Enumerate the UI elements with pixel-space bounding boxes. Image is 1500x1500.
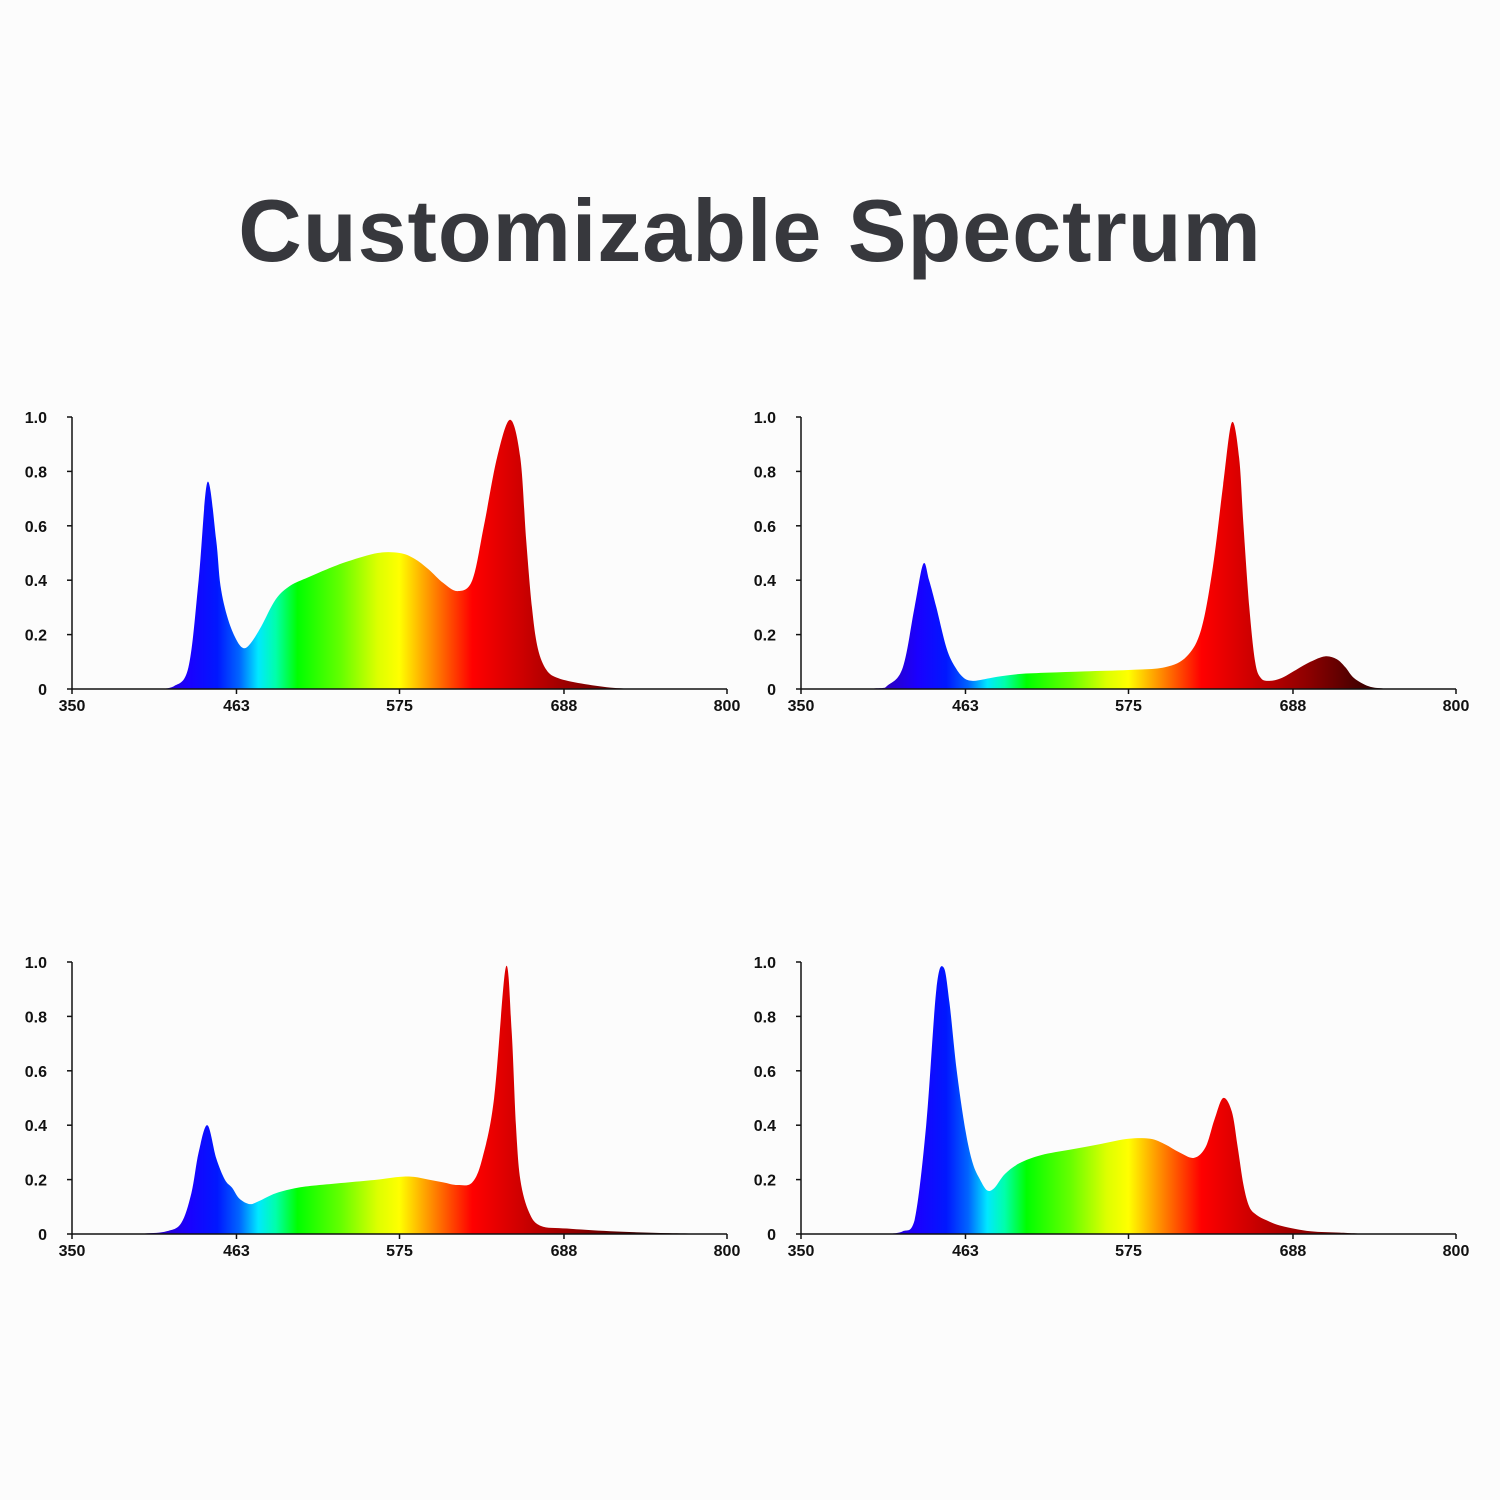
x-tick-label: 800 bbox=[1443, 1243, 1470, 1260]
spectrum-area bbox=[118, 965, 727, 1234]
y-tick-label: 0.2 bbox=[754, 1173, 776, 1190]
y-tick-label: 0 bbox=[38, 1227, 47, 1244]
y-tick-label: 0.6 bbox=[754, 519, 776, 536]
y-tick-label: 1.0 bbox=[754, 410, 776, 427]
y-tick-label: 0.2 bbox=[25, 628, 47, 645]
x-tick-label: 575 bbox=[386, 698, 413, 715]
spectrum-plot-svg: 0 0.2 0.4 0.6 0.8 1.0 350 463 575 688 800 bbox=[25, 410, 741, 715]
y-tick-label: 0.8 bbox=[25, 464, 47, 481]
x-tick-label: 688 bbox=[1280, 1243, 1307, 1260]
x-tick-label: 463 bbox=[952, 698, 979, 715]
y-tick-label: 0.4 bbox=[25, 1118, 47, 1135]
y-tick-label: 0.2 bbox=[754, 628, 776, 645]
x-tick-label: 350 bbox=[59, 698, 86, 715]
x-tick-label: 800 bbox=[714, 1243, 741, 1260]
y-tick-label: 0.6 bbox=[754, 1064, 776, 1081]
y-tick-label: 1.0 bbox=[25, 955, 47, 972]
y-tick-label: 0 bbox=[38, 682, 47, 699]
x-tick-label: 463 bbox=[952, 1243, 979, 1260]
y-tick-label: 0 bbox=[767, 1227, 776, 1244]
x-tick-label: 575 bbox=[386, 1243, 413, 1260]
spectrum-chart-top-right: 0 0.2 0.4 0.6 0.8 1.0 350 463 575 688 800 bbox=[754, 400, 1484, 720]
spectrum-chart-bottom-right: 0 0.2 0.4 0.6 0.8 1.0 350 463 575 688 800 bbox=[754, 945, 1484, 1265]
x-tick-label: 350 bbox=[788, 698, 815, 715]
x-tick-label: 350 bbox=[788, 1243, 815, 1260]
x-tick-label: 463 bbox=[223, 1243, 250, 1260]
y-tick-label: 0.8 bbox=[754, 464, 776, 481]
spectrum-plot-svg: 0 0.2 0.4 0.6 0.8 1.0 350 463 575 688 800 bbox=[25, 955, 741, 1260]
y-tick-label: 0.4 bbox=[754, 573, 776, 590]
x-tick-label: 463 bbox=[223, 698, 250, 715]
y-tick-label: 0.8 bbox=[754, 1009, 776, 1026]
x-tick-label: 575 bbox=[1115, 698, 1142, 715]
y-tick-label: 0 bbox=[767, 682, 776, 699]
spectrum-area bbox=[159, 419, 640, 689]
x-tick-label: 688 bbox=[551, 1243, 578, 1260]
y-tick-label: 0.6 bbox=[25, 519, 47, 536]
y-tick-label: 1.0 bbox=[25, 410, 47, 427]
x-tick-label: 688 bbox=[551, 698, 578, 715]
y-tick-label: 0.4 bbox=[25, 573, 47, 590]
spectrum-plot-svg: 0 0.2 0.4 0.6 0.8 1.0 350 463 575 688 800 bbox=[754, 955, 1470, 1260]
spectrum-chart-top-left: 0 0.2 0.4 0.6 0.8 1.0 350 463 575 688 800 bbox=[25, 400, 755, 720]
y-tick-label: 0.6 bbox=[25, 1064, 47, 1081]
x-tick-label: 800 bbox=[714, 698, 741, 715]
x-tick-label: 575 bbox=[1115, 1243, 1142, 1260]
y-tick-label: 0.8 bbox=[25, 1009, 47, 1026]
x-tick-label: 800 bbox=[1443, 698, 1470, 715]
page-title: Customizable Spectrum bbox=[238, 181, 1262, 280]
x-tick-label: 688 bbox=[1280, 698, 1307, 715]
spectrum-area bbox=[801, 421, 1398, 689]
spectrum-area bbox=[888, 966, 1369, 1234]
spectrum-chart-bottom-left: 0 0.2 0.4 0.6 0.8 1.0 350 463 575 688 800 bbox=[25, 945, 755, 1265]
y-tick-label: 1.0 bbox=[754, 955, 776, 972]
x-tick-label: 350 bbox=[59, 1243, 86, 1260]
y-tick-label: 0.4 bbox=[754, 1118, 776, 1135]
y-tick-label: 0.2 bbox=[25, 1173, 47, 1190]
spectrum-plot-svg: 0 0.2 0.4 0.6 0.8 1.0 350 463 575 688 800 bbox=[754, 410, 1470, 715]
